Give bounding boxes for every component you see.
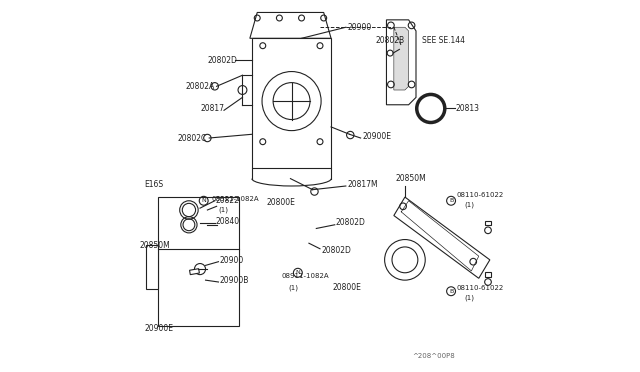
Polygon shape xyxy=(387,20,416,105)
Text: N: N xyxy=(296,270,300,275)
Text: ^208^00P8: ^208^00P8 xyxy=(412,353,455,359)
Text: 08110-61022: 08110-61022 xyxy=(456,192,504,198)
Text: 20900: 20900 xyxy=(348,23,372,32)
Text: 20802A: 20802A xyxy=(185,82,214,91)
Text: E16S: E16S xyxy=(145,180,164,189)
Polygon shape xyxy=(250,13,331,38)
FancyBboxPatch shape xyxy=(252,38,331,167)
Text: 20802D: 20802D xyxy=(207,56,237,65)
Text: 20900E: 20900E xyxy=(362,132,392,141)
Text: 20817: 20817 xyxy=(200,104,224,113)
Text: 20900E: 20900E xyxy=(145,324,173,333)
Text: 20802C: 20802C xyxy=(178,134,207,142)
Text: (1): (1) xyxy=(289,284,299,291)
Text: 20813: 20813 xyxy=(456,104,480,113)
Text: SEE SE.144: SEE SE.144 xyxy=(422,36,465,45)
Polygon shape xyxy=(147,245,157,289)
Text: 20802D: 20802D xyxy=(322,246,352,255)
Polygon shape xyxy=(394,197,490,278)
Text: 08911-1082A: 08911-1082A xyxy=(211,196,259,202)
Bar xyxy=(484,221,492,225)
Text: 20900B: 20900B xyxy=(220,276,249,285)
Text: B: B xyxy=(449,198,453,203)
Text: 20900: 20900 xyxy=(220,256,244,265)
Bar xyxy=(484,272,492,277)
Text: 08911-1082A: 08911-1082A xyxy=(281,273,329,279)
Text: 20822: 20822 xyxy=(216,196,240,205)
Text: 20840: 20840 xyxy=(216,217,240,225)
FancyBboxPatch shape xyxy=(157,197,239,326)
Text: N: N xyxy=(202,198,206,203)
Text: B: B xyxy=(449,289,453,294)
Text: 20802B: 20802B xyxy=(376,36,404,45)
Text: 20800E: 20800E xyxy=(266,198,295,207)
Text: 20802D: 20802D xyxy=(336,218,365,227)
Text: 20850M: 20850M xyxy=(139,241,170,250)
Text: 20850M: 20850M xyxy=(396,174,426,183)
Text: 08110-61022: 08110-61022 xyxy=(456,285,504,291)
Text: 20817M: 20817M xyxy=(348,180,378,189)
Polygon shape xyxy=(394,27,408,90)
Bar xyxy=(189,269,200,275)
Text: 20800E: 20800E xyxy=(333,283,362,292)
Text: (1): (1) xyxy=(464,294,474,301)
Text: (1): (1) xyxy=(218,207,228,213)
Text: (1): (1) xyxy=(464,202,474,208)
